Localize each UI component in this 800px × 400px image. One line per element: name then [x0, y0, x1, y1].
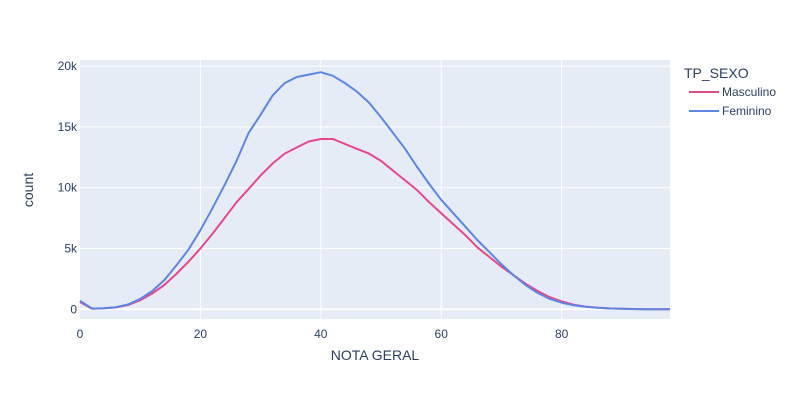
legend-title: TP_SEXO [684, 65, 749, 81]
series-line-feminino [79, 71, 671, 311]
legend-label: Masculino [722, 85, 776, 99]
legend-item-feminino[interactable]: Feminino [689, 104, 772, 118]
y-tick-label: 5k [64, 241, 78, 255]
plot-area [80, 60, 670, 319]
legend-items[interactable]: Masculino Feminino [689, 85, 776, 118]
y-tick-label: 10k [58, 181, 78, 195]
x-axis-ticks: 0 20 40 60 80 [77, 327, 569, 341]
legend[interactable]: TP_SEXO Masculino Feminino [684, 65, 776, 118]
x-tick-label: 60 [435, 327, 449, 341]
y-axis-ticks: 0 5k 10k 15k 20k [58, 59, 78, 316]
x-tick-label: 40 [314, 327, 328, 341]
y-tick-label: 20k [58, 59, 78, 73]
legend-item-masculino[interactable]: Masculino [689, 85, 776, 99]
x-tick-label: 0 [77, 327, 84, 341]
grid [80, 60, 670, 319]
x-tick-label: 80 [555, 327, 569, 341]
y-tick-label: 0 [70, 302, 77, 316]
x-axis-title: NOTA GERAL [331, 347, 420, 363]
y-tick-label: 15k [58, 120, 78, 134]
legend-label: Feminino [722, 104, 772, 118]
y-axis-title: count [20, 173, 36, 207]
series-layer [79, 71, 671, 311]
x-tick-label: 20 [194, 327, 208, 341]
